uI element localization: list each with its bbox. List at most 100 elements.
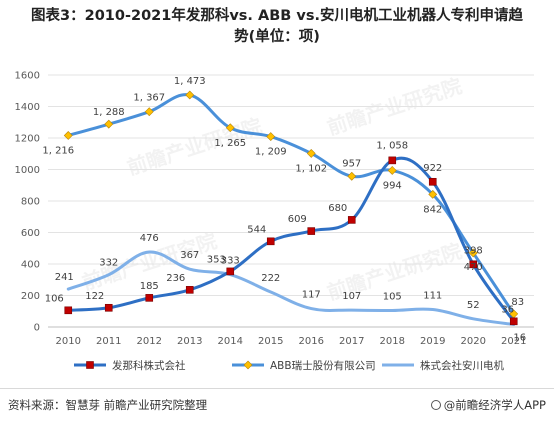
x-tick-label: 2018	[380, 336, 405, 347]
data-label: 241	[55, 272, 74, 283]
data-label: 122	[85, 291, 104, 302]
gridlines	[48, 74, 534, 328]
data-label: 105	[383, 291, 402, 302]
y-tick-label: 1400	[15, 102, 40, 113]
data-label: 36	[501, 304, 514, 315]
data-label: 332	[99, 258, 118, 269]
data-label: 353	[207, 254, 226, 265]
x-tick-label: 2020	[461, 336, 486, 347]
x-tick-label: 2021	[501, 336, 526, 347]
data-label: 398	[464, 245, 483, 256]
x-tick-label: 2014	[218, 336, 243, 347]
marker-square	[226, 267, 235, 276]
y-axis: 0 200 400 600 800 1000 1200 1400 1600	[15, 71, 40, 334]
legend-label: ABB瑞士股份有限公司	[270, 359, 376, 372]
y-tick-label: 400	[21, 260, 40, 271]
series-line-2	[66, 250, 516, 326]
brand-icon	[430, 400, 441, 410]
y-tick-label: 0	[34, 323, 40, 334]
data-label: 470	[464, 262, 483, 273]
marker-square	[145, 294, 154, 302]
data-label: 1, 288	[93, 107, 125, 118]
data-label: 333	[221, 256, 240, 267]
brand: @前瞻经济学人APP	[430, 397, 546, 413]
data-label: 83	[511, 297, 524, 308]
y-tick-label: 1000	[15, 165, 40, 176]
legend: 发那科株式会社 ABB瑞士股份有限公司 株式会社安川电机	[74, 359, 504, 372]
marker-diamond	[347, 171, 357, 181]
chart-title-line2: 势(单位：项)	[234, 29, 320, 45]
data-label: 957	[342, 158, 361, 169]
data-label: 1, 473	[174, 76, 206, 87]
x-tick-label: 2015	[258, 336, 283, 347]
data-label: 185	[140, 281, 159, 292]
data-label: 994	[383, 180, 402, 191]
marker-square	[104, 303, 113, 312]
x-tick-label: 2017	[339, 336, 364, 347]
data-label: 236	[166, 273, 185, 284]
legend-label: 株式会社安川电机	[420, 359, 504, 372]
marker-square	[64, 306, 73, 315]
data-label: 107	[342, 291, 361, 302]
legend-marker-diamond	[243, 360, 253, 370]
chart-title-line1: 图表3：2010-2021年发那科vs. ABB vs.安川电机工业机器人专利申…	[31, 8, 523, 24]
marker-square	[388, 156, 397, 165]
data-label: 1, 216	[42, 145, 74, 156]
x-tick-label: 2013	[177, 336, 202, 347]
data-label: 1, 265	[214, 138, 246, 149]
data-label: 52	[467, 300, 480, 311]
y-tick-label: 800	[21, 197, 40, 208]
x-tick-label: 2016	[299, 336, 324, 347]
marker-diamond	[144, 107, 154, 117]
marker-diamond	[63, 131, 73, 140]
data-label: 922	[423, 163, 442, 174]
chart-title: 图表3：2010-2021年发那科vs. ABB vs.安川电机工业机器人专利申…	[0, 6, 554, 48]
marker-diamond	[306, 149, 316, 158]
marker-diamond	[468, 248, 478, 258]
x-tick-label: 2019	[420, 336, 445, 347]
legend-label: 发那科株式会社	[112, 359, 186, 372]
data-label: 1, 367	[133, 93, 165, 104]
marker-diamond	[225, 123, 235, 133]
x-axis: 2010 2011 2012 2013 2014 2015 2016 2017 2018 2019…	[56, 336, 527, 347]
marker-diamond	[428, 189, 438, 199]
x-tick-label: 2012	[137, 336, 162, 347]
x-tick-label: 2010	[56, 336, 81, 347]
series-markers	[63, 90, 519, 326]
source-note: 资料来源：智慧芽 前瞻产业研究院整理	[8, 398, 208, 412]
series-line-0	[66, 156, 516, 323]
data-label: 1, 209	[255, 147, 287, 158]
marker-square	[347, 216, 356, 224]
legend-marker-square	[86, 361, 94, 369]
marker-square	[307, 227, 316, 235]
marker-square	[428, 177, 437, 186]
y-tick-label: 600	[21, 228, 40, 239]
data-label: 842	[423, 204, 442, 215]
data-label: 1, 102	[295, 163, 327, 174]
y-tick-label: 200	[21, 291, 40, 302]
footer: 资料来源：智慧芽 前瞻产业研究院整理 @前瞻经济学人APP	[0, 388, 554, 421]
data-label: 1, 058	[376, 140, 408, 151]
marker-square	[185, 286, 194, 294]
marker-square	[469, 260, 478, 269]
x-tick-label: 2011	[96, 336, 121, 347]
data-label: 117	[302, 290, 321, 301]
marker-diamond	[266, 132, 276, 142]
marker-diamond	[387, 166, 397, 175]
data-label: 367	[180, 250, 199, 261]
marker-diamond	[185, 90, 195, 100]
data-label: 544	[247, 224, 266, 235]
marker-diamond	[104, 119, 114, 129]
y-tick-label: 1200	[15, 134, 40, 145]
data-label: 16	[513, 332, 526, 343]
brand-text: @前瞻经济学人APP	[443, 398, 546, 412]
data-label: 680	[328, 203, 347, 214]
marker-square	[509, 317, 518, 326]
data-label: 111	[423, 291, 442, 302]
data-label: 222	[261, 273, 280, 284]
data-label: 476	[140, 233, 159, 244]
data-label: 609	[288, 214, 307, 225]
y-tick-label: 1600	[15, 71, 40, 82]
